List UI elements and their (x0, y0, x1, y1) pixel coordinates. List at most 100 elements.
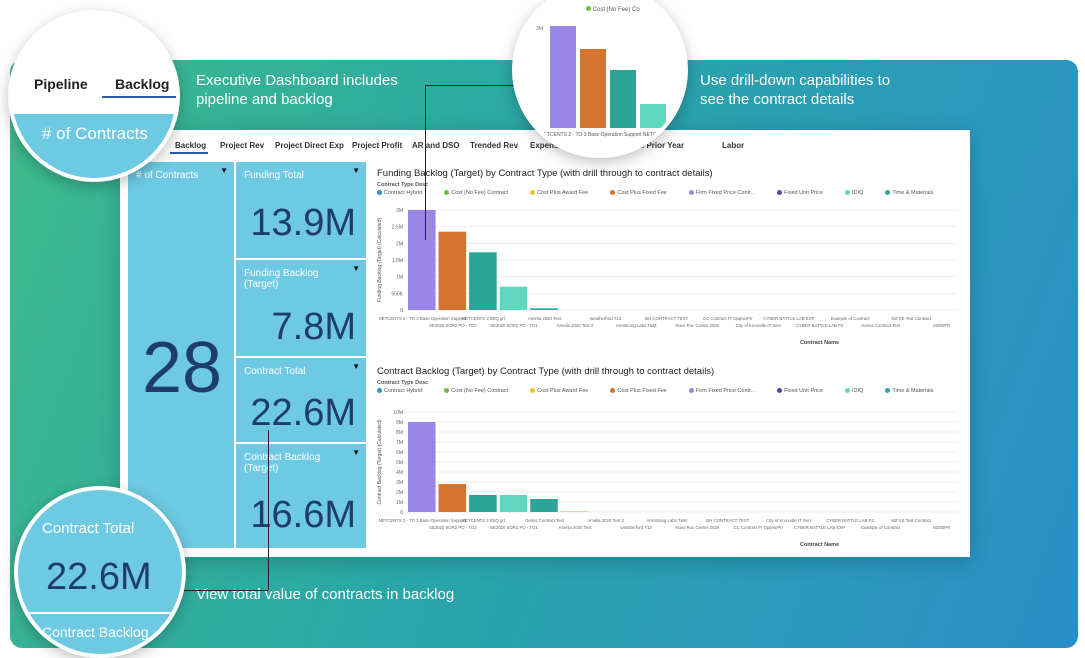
bar[interactable] (469, 495, 497, 512)
legend-item[interactable]: Cost Plus Award Fee (530, 388, 588, 394)
bar[interactable] (499, 495, 528, 512)
tab-backlog[interactable]: Backlog (115, 76, 170, 92)
x-tick-label: Amelia 2020 Test (528, 316, 562, 321)
legend-dot-icon (530, 190, 536, 196)
card-contract-backlog[interactable]: Contract Backlog (Target) ▼ 16.6M (236, 444, 366, 548)
x-tick-label: Example of Contract (861, 525, 901, 530)
x-tick-label: Armstrong Labs T&M (646, 518, 687, 523)
tab-1[interactable]: Backlog (175, 141, 207, 150)
card-funding-backlog[interactable]: Funding Backlog (Target) ▼ 7.8M (236, 260, 366, 356)
legend-item[interactable]: Time & Materials (885, 190, 933, 196)
y-tick-label: 1M (396, 500, 403, 506)
legend-item[interactable]: Cost (No Fee) Contract (444, 190, 508, 196)
x-tick-label: City of Knoxville IT Serv (736, 323, 782, 328)
legend-item[interactable]: Fixed Unit Price (777, 190, 823, 196)
x-tick-label: BH CONTRACT TEST (645, 316, 688, 321)
filter-icon[interactable]: ▼ (352, 264, 360, 273)
y-tick-label: 2.5M (392, 225, 403, 231)
legend-dot-icon (530, 388, 536, 394)
card-funding-total[interactable]: Funding Total ▼ 13.9M (236, 162, 366, 258)
legend-item[interactable]: Fixed Unit Price (777, 388, 823, 394)
tab-5[interactable]: AR and DSO (412, 141, 460, 150)
legend-dot-icon (610, 190, 616, 196)
tab-2[interactable]: Project Rev (220, 141, 265, 150)
y-tick-label: 1.5M (392, 258, 403, 264)
bar[interactable] (580, 49, 606, 128)
legend-dot-icon (610, 388, 616, 394)
legend-dot-icon (688, 388, 694, 394)
zoom-bubble-tabs: Pipeline Backlog # of Contracts (8, 10, 180, 182)
bar[interactable] (640, 104, 666, 128)
x-tick-label: MZ SS Test Contract (891, 518, 931, 523)
zoom-bubble-chart: Cost (No Fee) Co 3M NETCENTS 2 - TO 3 Ba… (512, 0, 688, 158)
y-tick-label: 2M (396, 490, 403, 496)
x-tick-label: NETCENTS 2 - TO 3 Base Operation Support (379, 316, 467, 321)
bar[interactable] (550, 26, 576, 128)
legend-item[interactable]: IDIQ (845, 388, 863, 394)
funding-backlog-chart: Funding Backlog (Target) (Calculated) 0 50… (377, 208, 957, 346)
card-value: 16.6M (250, 494, 356, 536)
y-axis-label: Funding Backlog (Target) (Calculated) (377, 218, 383, 303)
legend-item[interactable]: IDIQ (845, 190, 863, 196)
legend-dot-icon (777, 190, 783, 196)
y-tick-label: 0 (400, 308, 403, 314)
x-tick-label: weatherford T13 (590, 316, 622, 321)
x-tick-label: Gemis Contract Test (861, 323, 901, 328)
bar[interactable] (408, 210, 436, 310)
connector-line (268, 430, 269, 590)
tab-6[interactable]: Trended Rev (470, 141, 519, 150)
x-tick-label: weatherford T13 (621, 525, 653, 530)
bar[interactable] (408, 422, 436, 512)
filter-icon[interactable]: ▼ (352, 448, 360, 457)
card-value: 22.6M (250, 392, 356, 434)
card-label: Funding Total (244, 170, 304, 181)
connector-line (425, 85, 525, 86)
legend-item[interactable]: Contract Hybrid (377, 388, 422, 394)
tab-7[interactable]: Expense (530, 141, 563, 150)
x-tick-label: Armstrong Labs T&M (616, 323, 657, 328)
card-contract-total[interactable]: Contract Total ▼ 22.6M (236, 358, 366, 442)
bar[interactable] (530, 499, 558, 512)
legend-item[interactable]: Contract Hybrid (377, 190, 422, 196)
bar[interactable] (610, 70, 636, 128)
tab-pipeline[interactable]: Pipeline (34, 76, 88, 92)
y-tick-label: 8M (396, 430, 403, 436)
card-label: # of Contracts (42, 124, 148, 143)
x-tick-label: CYBER BATTLE LAB EXP (763, 316, 814, 321)
legend-item[interactable]: Cost Plus Award Fee (530, 190, 588, 196)
legend-item[interactable]: Firm Fixed Price Contr... (688, 190, 755, 196)
legend-item[interactable]: Cost Plus Fixed Fee (610, 388, 667, 394)
legend-item[interactable]: Cost Plus Fixed Fee (610, 190, 667, 196)
legend-dot-icon (444, 388, 450, 394)
tab-9[interactable]: Labor (722, 141, 745, 150)
bar[interactable] (469, 252, 497, 310)
legend-item[interactable]: Time & Materials (885, 388, 933, 394)
tab-8[interactable]: urrent vs Prior Year (610, 141, 685, 150)
legend-dot-icon (845, 388, 850, 394)
y-tick-label: 6M (396, 450, 403, 456)
x-tick-label: Amelia 2020 Test 2 (557, 323, 594, 328)
bar[interactable] (438, 231, 467, 310)
legend-item[interactable]: Firm Fixed Price Contr... (688, 388, 755, 394)
bar[interactable] (438, 484, 467, 512)
filter-icon[interactable]: ▼ (352, 166, 360, 175)
y-tick-label: 3M (396, 208, 403, 214)
legend-item[interactable]: Cost (No Fee) Contract (444, 388, 508, 394)
tab-3[interactable]: Project Direct Exp (275, 141, 344, 150)
card-label: Contract Backlog (Target) (244, 452, 321, 474)
y-tick-label: 2M (396, 241, 403, 247)
legend-title: Contract Type Desc (377, 182, 429, 188)
y-tick-label: 3M (396, 480, 403, 486)
x-labels: NETCENTS 2 - TO 3 Base Operation Support… (540, 132, 670, 138)
bar[interactable] (560, 511, 589, 512)
bar[interactable] (530, 308, 558, 310)
legend-item: Cost (No Fee) Co (586, 6, 640, 13)
filter-icon[interactable]: ▼ (220, 166, 228, 175)
x-tick-label: MZ50PR (933, 525, 950, 530)
card-contracts[interactable]: # of Contracts ▼ 28 (128, 162, 234, 548)
tab-4[interactable]: Project Profit (352, 141, 403, 150)
filter-icon[interactable]: ▼ (352, 362, 360, 371)
bar[interactable] (499, 286, 528, 310)
y-tick-label: 7M (396, 440, 403, 446)
